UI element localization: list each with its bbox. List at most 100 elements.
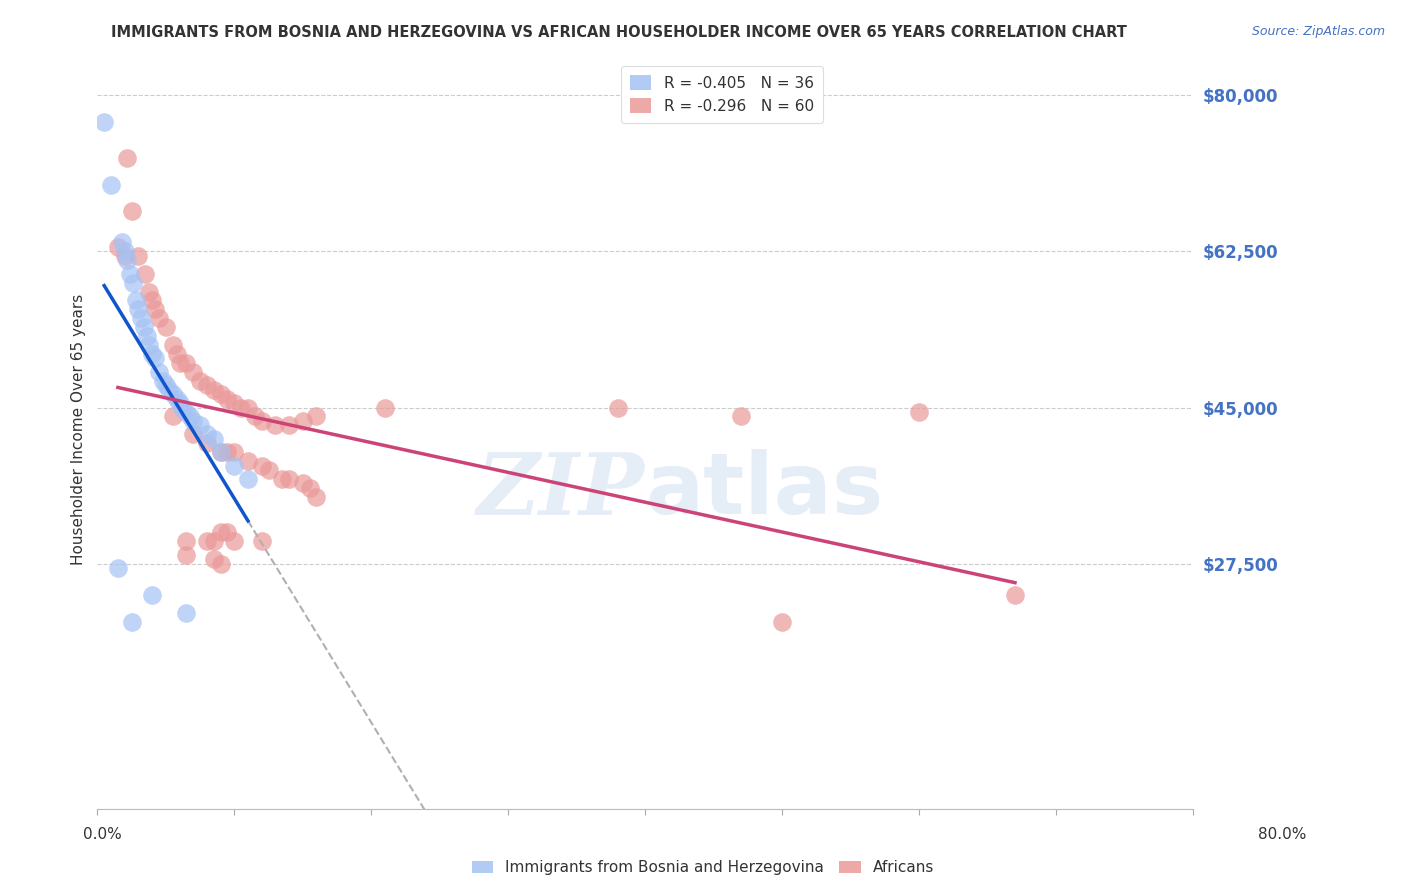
Point <box>305 409 328 424</box>
Point <box>217 445 239 459</box>
Point <box>224 458 246 473</box>
Point <box>224 445 246 459</box>
Point <box>224 534 246 549</box>
Point <box>181 365 204 379</box>
Text: ZIP: ZIP <box>477 449 645 533</box>
Point <box>141 293 163 308</box>
Y-axis label: Householder Income Over 65 years: Householder Income Over 65 years <box>72 294 86 566</box>
Point <box>172 401 194 415</box>
Point <box>157 383 180 397</box>
Point <box>176 534 198 549</box>
Point <box>155 320 177 334</box>
Point <box>166 392 188 406</box>
Point <box>176 548 198 562</box>
Point <box>202 383 225 397</box>
Legend: R = -0.405   N = 36, R = -0.296   N = 60: R = -0.405 N = 36, R = -0.296 N = 60 <box>621 66 823 123</box>
Point <box>217 525 239 540</box>
Point <box>231 401 253 415</box>
Point <box>107 561 129 575</box>
Point <box>107 240 129 254</box>
Point <box>179 409 201 424</box>
Point <box>250 414 273 428</box>
Text: 0.0%: 0.0% <box>83 827 122 842</box>
Point <box>121 615 143 629</box>
Point <box>209 557 232 571</box>
Point <box>188 374 211 388</box>
Point <box>236 472 259 486</box>
Point <box>188 418 211 433</box>
Point <box>162 387 184 401</box>
Point <box>162 338 184 352</box>
Point <box>114 244 136 259</box>
Point <box>125 293 148 308</box>
Point <box>250 458 273 473</box>
Point <box>111 235 134 250</box>
Text: Source: ZipAtlas.com: Source: ZipAtlas.com <box>1251 25 1385 38</box>
Point <box>250 534 273 549</box>
Point <box>195 427 218 442</box>
Point <box>908 405 931 419</box>
Point <box>209 445 232 459</box>
Point <box>114 249 136 263</box>
Point <box>152 374 174 388</box>
Point <box>127 302 149 317</box>
Point <box>770 615 793 629</box>
Point <box>181 414 204 428</box>
Point <box>195 534 218 549</box>
Point <box>143 302 166 317</box>
Point <box>181 427 204 442</box>
Point <box>176 356 198 370</box>
Point <box>278 418 301 433</box>
Point <box>134 267 156 281</box>
Point <box>169 396 191 410</box>
Point <box>138 285 160 299</box>
Point <box>243 409 266 424</box>
Point <box>195 436 218 450</box>
Point <box>291 414 314 428</box>
Point <box>202 432 225 446</box>
Point <box>209 445 232 459</box>
Point <box>143 351 166 366</box>
Point <box>202 552 225 566</box>
Point <box>224 396 246 410</box>
Point <box>148 365 170 379</box>
Point <box>606 401 628 415</box>
Point <box>162 409 184 424</box>
Legend: Immigrants from Bosnia and Herzegovina, Africans: Immigrants from Bosnia and Herzegovina, … <box>467 855 939 880</box>
Point <box>141 588 163 602</box>
Point <box>121 204 143 219</box>
Point <box>155 378 177 392</box>
Point <box>135 329 157 343</box>
Point <box>141 347 163 361</box>
Point <box>169 356 191 370</box>
Point <box>730 409 752 424</box>
Point <box>202 534 225 549</box>
Point <box>148 311 170 326</box>
Point <box>278 472 301 486</box>
Point <box>298 481 321 495</box>
Point <box>257 463 280 477</box>
Point <box>138 338 160 352</box>
Point <box>176 405 198 419</box>
Point <box>217 392 239 406</box>
Point <box>305 490 328 504</box>
Point <box>209 387 232 401</box>
Point <box>271 472 294 486</box>
Point <box>166 347 188 361</box>
Point <box>127 249 149 263</box>
Point <box>1004 588 1026 602</box>
Point <box>236 401 259 415</box>
Point <box>100 178 122 192</box>
Point <box>122 276 145 290</box>
Point <box>236 454 259 468</box>
Point <box>291 476 314 491</box>
Point <box>209 525 232 540</box>
Point <box>129 311 152 326</box>
Text: atlas: atlas <box>645 449 883 532</box>
Point <box>93 115 115 129</box>
Point <box>374 401 396 415</box>
Point <box>120 267 142 281</box>
Point <box>117 253 139 268</box>
Point <box>195 378 218 392</box>
Point <box>132 320 155 334</box>
